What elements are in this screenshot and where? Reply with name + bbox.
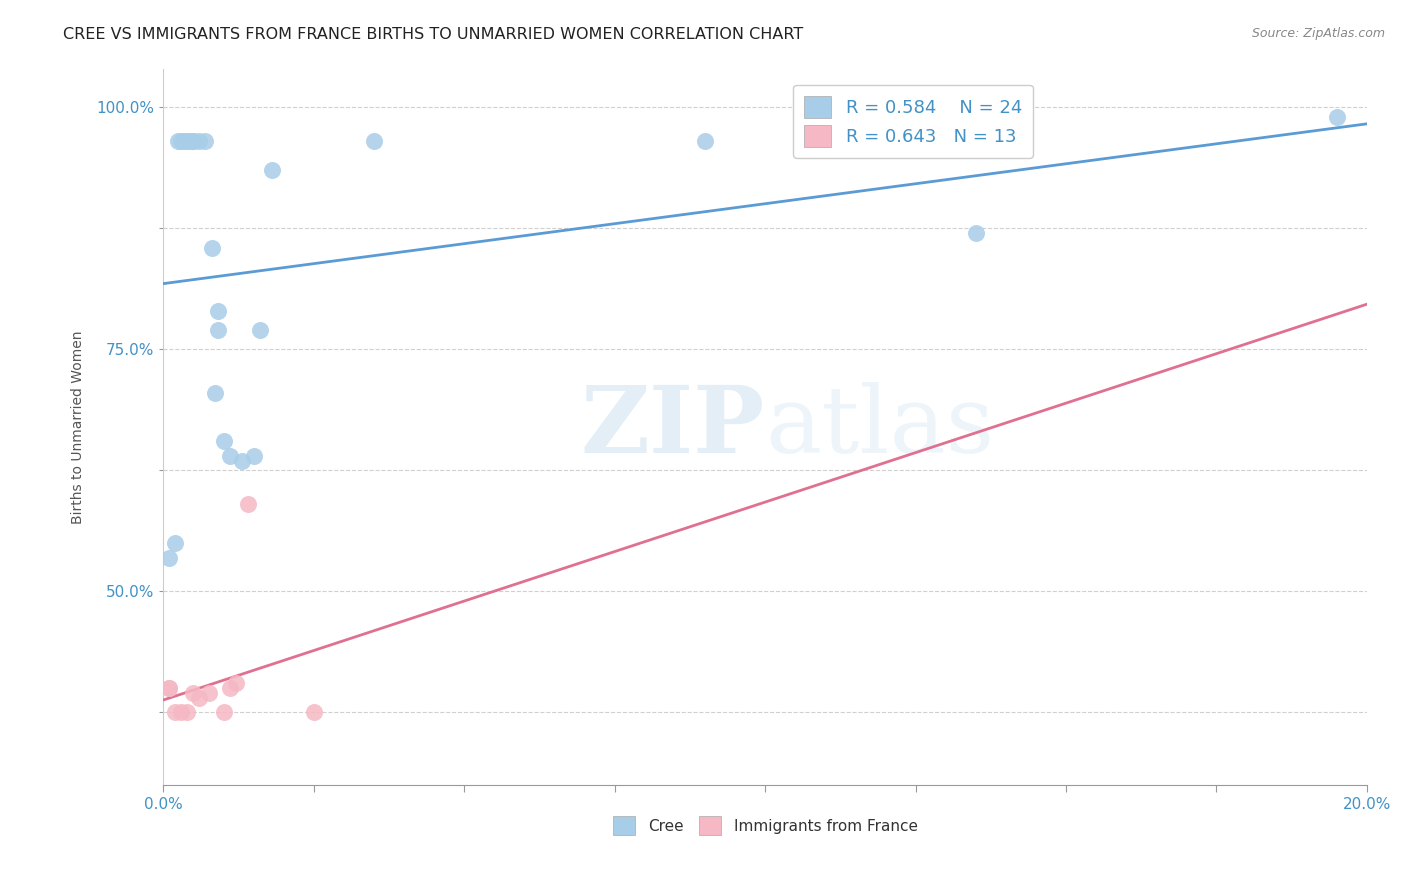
Legend: Cree, Immigrants from France: Cree, Immigrants from France: [613, 816, 918, 835]
Point: [225, 676, 247, 690]
Point: [183, 134, 205, 148]
Point: [260, 163, 283, 178]
Point: [197, 686, 219, 700]
Point: [188, 134, 211, 148]
Point: [231, 453, 253, 467]
Point: [236, 497, 259, 511]
Point: [157, 681, 180, 696]
Point: [1326, 110, 1348, 124]
Point: [176, 706, 198, 720]
Point: [173, 134, 195, 148]
Point: [165, 536, 187, 550]
Point: [965, 226, 987, 240]
Point: [207, 323, 229, 337]
Point: [183, 686, 205, 700]
Point: [207, 303, 229, 318]
Text: Source: ZipAtlas.com: Source: ZipAtlas.com: [1251, 27, 1385, 40]
Point: [165, 706, 187, 720]
Point: [218, 681, 240, 696]
Point: [183, 134, 205, 148]
Point: [242, 449, 264, 463]
Point: [179, 134, 201, 148]
Point: [204, 385, 226, 400]
Point: [212, 434, 235, 449]
Point: [167, 134, 190, 148]
Point: [363, 134, 385, 148]
Text: atlas: atlas: [765, 382, 994, 472]
Text: CREE VS IMMIGRANTS FROM FRANCE BIRTHS TO UNMARRIED WOMEN CORRELATION CHART: CREE VS IMMIGRANTS FROM FRANCE BIRTHS TO…: [63, 27, 803, 42]
Point: [212, 706, 235, 720]
Y-axis label: Births to Unmarried Women: Births to Unmarried Women: [72, 330, 86, 524]
Point: [218, 449, 240, 463]
Point: [176, 134, 198, 148]
Point: [157, 681, 180, 696]
Point: [157, 550, 180, 565]
Text: ZIP: ZIP: [581, 382, 765, 472]
Point: [200, 241, 222, 255]
Point: [249, 323, 271, 337]
Point: [188, 690, 211, 705]
Point: [170, 134, 193, 148]
Point: [302, 706, 325, 720]
Point: [194, 134, 217, 148]
Point: [693, 134, 716, 148]
Point: [170, 706, 193, 720]
